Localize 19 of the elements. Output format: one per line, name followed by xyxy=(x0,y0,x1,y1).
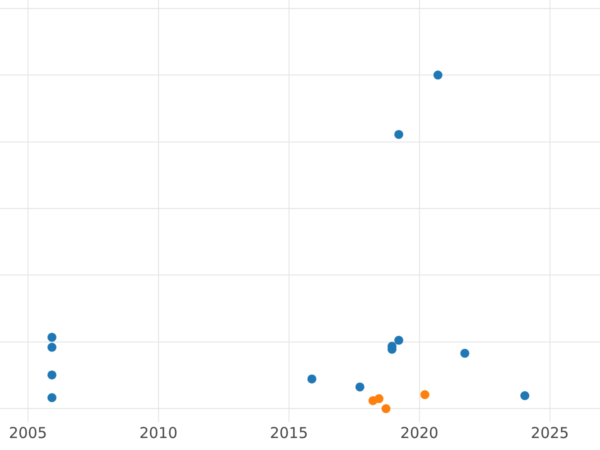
point xyxy=(47,342,56,352)
point xyxy=(307,374,316,384)
point xyxy=(394,336,404,345)
x-tick-label: 2015 xyxy=(270,424,308,442)
point xyxy=(460,348,470,358)
point xyxy=(433,70,442,80)
point xyxy=(47,332,56,342)
point xyxy=(47,393,56,402)
x-tick-label: 2025 xyxy=(530,424,569,442)
x-tick-label: 2005 xyxy=(8,424,48,442)
point xyxy=(381,404,390,414)
point xyxy=(47,370,56,380)
point xyxy=(394,130,404,139)
point xyxy=(420,390,430,400)
point xyxy=(355,382,364,392)
point xyxy=(374,394,384,404)
x-tick-label: 2010 xyxy=(139,424,178,442)
point xyxy=(520,391,530,400)
x-tick-label: 2020 xyxy=(400,424,438,442)
